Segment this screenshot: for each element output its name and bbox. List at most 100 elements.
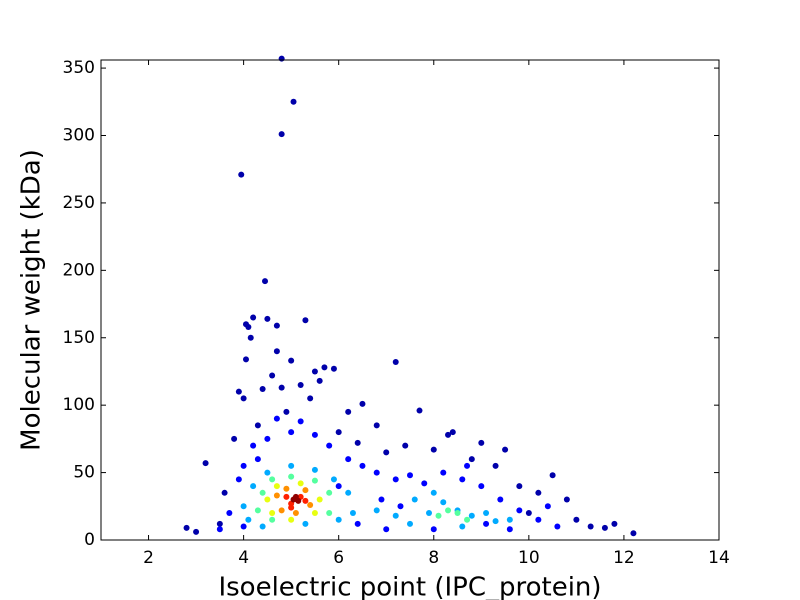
point xyxy=(221,489,228,496)
point xyxy=(478,483,485,490)
point xyxy=(492,462,499,469)
point xyxy=(316,496,323,503)
point xyxy=(231,435,238,442)
point xyxy=(183,524,190,531)
point xyxy=(262,278,269,285)
point xyxy=(245,516,252,523)
point xyxy=(288,504,295,511)
point xyxy=(383,526,390,533)
point xyxy=(297,480,304,487)
point xyxy=(273,415,280,422)
point xyxy=(345,456,352,463)
point xyxy=(468,512,475,519)
point xyxy=(311,477,318,484)
point xyxy=(573,516,580,523)
point xyxy=(354,520,361,527)
point xyxy=(242,356,249,363)
point xyxy=(330,476,337,483)
point xyxy=(449,429,456,436)
point xyxy=(483,520,490,527)
point xyxy=(307,395,314,402)
point xyxy=(273,348,280,355)
point xyxy=(535,489,542,496)
point xyxy=(373,507,380,514)
x-tick-label: 12 xyxy=(613,548,635,568)
point xyxy=(283,485,290,492)
point xyxy=(240,395,247,402)
point xyxy=(250,314,257,321)
y-tick-label: 100 xyxy=(63,395,95,415)
point xyxy=(240,503,247,510)
point xyxy=(235,388,242,395)
y-tick-label: 50 xyxy=(73,463,95,483)
x-tick-label: 2 xyxy=(143,548,154,568)
point xyxy=(349,510,356,517)
point xyxy=(335,516,342,523)
point xyxy=(311,431,318,438)
x-tick-label: 10 xyxy=(518,548,540,568)
point xyxy=(238,171,245,178)
point xyxy=(330,365,337,372)
point xyxy=(240,523,247,530)
point xyxy=(354,439,361,446)
point xyxy=(544,503,551,510)
point xyxy=(492,518,499,525)
point xyxy=(407,520,413,527)
point xyxy=(464,516,471,523)
point xyxy=(302,520,309,527)
point xyxy=(630,530,637,537)
point xyxy=(226,510,233,517)
y-tick-label: 0 xyxy=(84,530,95,550)
point xyxy=(483,510,490,517)
point xyxy=(264,435,271,442)
point xyxy=(247,334,254,341)
point xyxy=(392,359,399,366)
point xyxy=(311,510,318,517)
point xyxy=(359,462,366,469)
point xyxy=(497,496,504,503)
point xyxy=(335,429,342,436)
point xyxy=(392,476,399,483)
point xyxy=(402,442,409,449)
point xyxy=(297,381,304,388)
point xyxy=(435,512,442,519)
point xyxy=(288,429,295,436)
point xyxy=(292,493,299,500)
point xyxy=(283,493,290,500)
points xyxy=(183,55,637,537)
point xyxy=(250,442,257,449)
point xyxy=(416,407,423,414)
point xyxy=(525,510,532,517)
point xyxy=(326,510,333,517)
point xyxy=(459,476,466,483)
point xyxy=(459,523,466,530)
point xyxy=(278,55,285,62)
point xyxy=(421,480,428,487)
point xyxy=(202,460,209,467)
point xyxy=(216,520,223,527)
point xyxy=(445,507,452,514)
point xyxy=(378,496,385,503)
point xyxy=(373,469,380,476)
point xyxy=(316,377,323,384)
point xyxy=(430,446,437,453)
point xyxy=(273,492,280,499)
point xyxy=(290,98,297,105)
point xyxy=(288,516,295,523)
point xyxy=(250,483,257,490)
point xyxy=(307,501,314,508)
y-tick-label: 200 xyxy=(63,260,95,280)
point xyxy=(411,496,418,503)
point xyxy=(535,516,542,523)
point xyxy=(554,523,561,530)
point xyxy=(216,526,223,533)
plot-frame xyxy=(100,59,720,541)
point xyxy=(254,507,261,514)
point xyxy=(288,473,295,480)
point xyxy=(278,131,285,138)
point xyxy=(311,466,318,473)
point xyxy=(345,489,352,496)
y-tick-label: 250 xyxy=(63,193,95,213)
